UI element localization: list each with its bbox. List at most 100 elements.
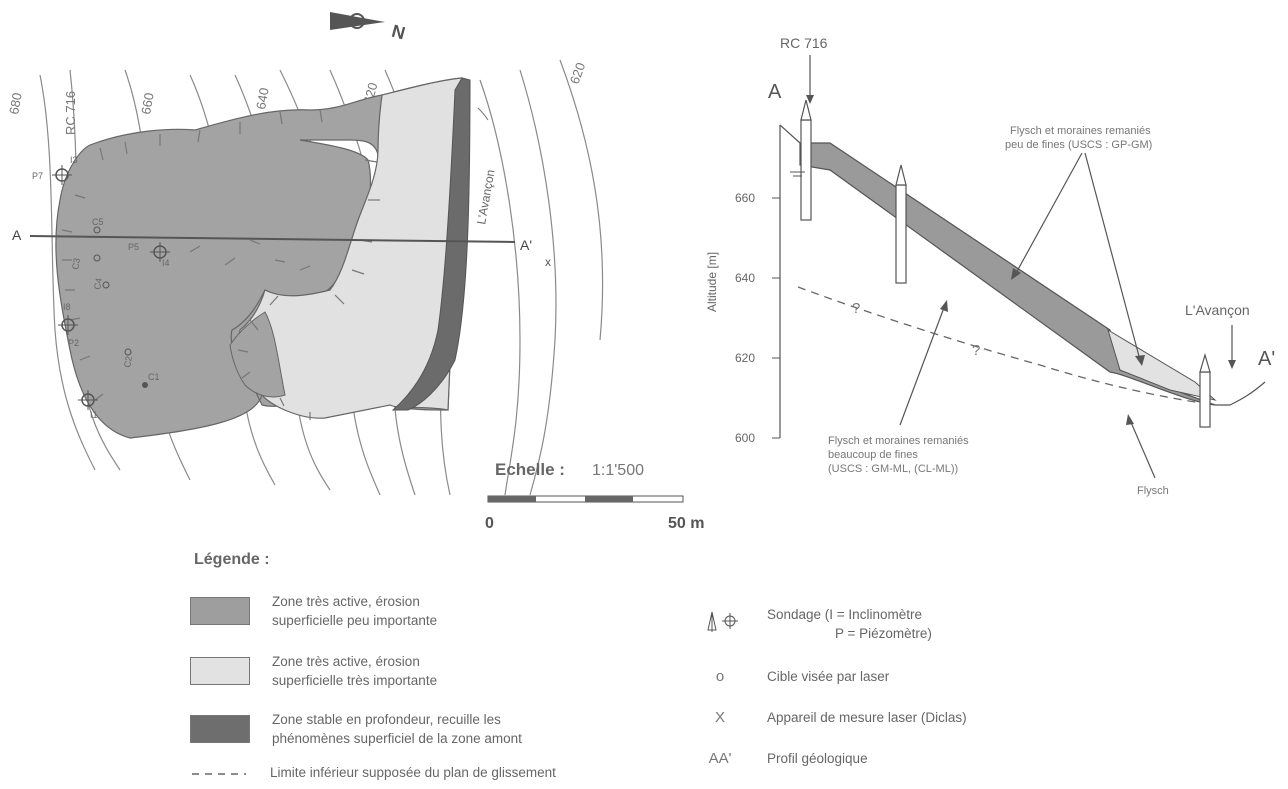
legend-text: Zone très active, érosion [272,654,420,669]
scale-label: Echelle : [495,460,565,479]
legend-text: superficielle peu importante [272,613,438,628]
legend-item-zone-low-erosion: Zone très active, érosion superficielle p… [190,592,437,630]
section-start-label: A [12,227,22,243]
borehole-icons [800,99,1211,428]
laser-target-icon [93,254,101,262]
river-label: L'Avançon [474,168,497,225]
probe-label: P5 [128,242,139,252]
probe-label: P2 [68,338,79,348]
profile-road-label: RC 716 [780,35,828,51]
legend-text: Limite inférieur supposée du plan de gli… [270,765,556,780]
probe-label: C2 [122,355,134,368]
laser-device-icon: x [545,255,551,269]
section-line [29,235,516,243]
laser-target-icon [124,348,132,356]
contour-label-680: 680 [6,92,25,116]
arrow-bottom [899,304,946,426]
profile-river-label: L'Avançon [1185,302,1250,318]
legend-item-laser-target: o Cible visée par laser [695,667,889,686]
legend-text: Zone stable en profondeur, recuille les [272,712,501,727]
legend-text: Sondage (I = Inclinomètre [767,607,922,622]
legend-item-sliding-limit: Limite inférieur supposée du plan de gli… [190,763,556,782]
probe-label: P7 [32,171,43,181]
road-label-rc716: RC 716 [63,91,78,135]
profile-symbol: AA' [708,750,732,767]
label-top-line1: Flysch et moraines remaniés [1010,125,1151,137]
laser-target-icon [93,226,101,234]
laser-target-icon [142,382,148,388]
contour-label-620b: 620 [567,61,589,87]
uncertainty-mark: ? [852,300,860,317]
legend-swatch [190,597,250,625]
scale-min: 0 [485,515,494,532]
contour-label-640: 640 [253,87,272,111]
probe-label: C4 [92,277,104,290]
laser-device-icon: X [714,709,725,726]
profile-end-label: A' [1258,348,1275,370]
probe-label: C1 [148,372,160,382]
borehole-icon [695,610,745,638]
probe-icon [52,165,72,185]
legend-item-zone-stable: Zone stable en profondeur, recuille les p… [190,710,522,748]
north-label: N [390,21,408,44]
legend-text: P = Piézomètre) [835,626,932,641]
arrow-flysch [1129,419,1156,479]
probe-icon [150,242,170,262]
plan-map: N 680 RC 716 660 640 620 620 [0,0,720,540]
legend-text: Appareil de mesure laser (Diclas) [767,710,967,725]
arrow-top-2 [1084,152,1141,361]
legend-text: phénomènes superficiel de la zone amont [272,731,522,746]
probe-icon [58,315,78,335]
legend-text: Cible visée par laser [767,669,890,684]
probe-label: I1 [90,410,98,420]
uncertainty-mark: ? [972,342,980,359]
scale-max: 50 m [668,515,704,532]
probe-label: I3 [70,155,78,165]
y-tick: 660 [735,191,755,205]
label-bottom-line1: Flysch et moraines remaniés [828,435,969,447]
scarp-ticks [61,109,380,420]
legend-title: Légende : [194,551,270,568]
label-top-line2: peu de fines (USCS : GP-GM) [1005,139,1152,151]
river-arrow [477,107,489,121]
contour-label-660: 660 [138,92,157,116]
legend-item-profile: AA' Profil géologique [695,749,868,768]
zone-very-active-high-erosion [238,77,463,419]
probe-markers [52,165,170,410]
legend-text: Profil géologique [767,751,868,766]
legend-item-laser-device: X Appareil de mesure laser (Diclas) [695,708,967,727]
probe-label: I4 [162,258,170,268]
laser-target-icon [102,281,110,289]
legend-swatch [190,715,250,743]
geological-profile-svg: RC 716 A A' 660 640 620 600 Altitude [m]… [705,35,1275,497]
profile-layer-light [1107,328,1217,401]
section-end-label: A' [520,237,532,253]
label-bottom-line3: (USCS : GM-ML, (CL-ML)) [828,463,958,475]
legend-item-zone-high-erosion: Zone très active, érosion superficielle t… [190,652,437,690]
legend: Légende : Zone très active, érosion super… [190,545,1190,785]
geological-profile: RC 716 A A' 660 640 620 600 Altitude [m]… [700,20,1288,520]
sliding-plane-limit [797,286,1216,406]
probe-label: C5 [92,217,104,227]
legend-text: Zone très active, érosion [272,594,420,609]
legend-item-borehole: Sondage (I = Inclinomètre P = Piézomètre) [695,605,932,643]
plan-map-svg: N 680 RC 716 660 640 620 620 [6,12,704,532]
ground-surface [779,124,1266,406]
scale-value: 1:1'500 [592,462,644,479]
y-tick: 620 [735,351,755,365]
legend-text: superficielle très importante [272,673,438,688]
y-axis-label: Altitude [m] [705,252,719,312]
legend-swatch [190,657,250,685]
probe-icon [78,390,98,410]
laser-target-icon: o [715,668,725,685]
dashed-line-icon [190,767,248,779]
zone-stable-deep [391,77,471,411]
zone-active-inner [229,311,286,398]
scale-bar: Echelle : 1:1'500 0 50 m [485,460,704,532]
north-arrow-icon: N [330,12,407,43]
profile-start-label: A [768,81,782,103]
label-flysch: Flysch [1137,485,1169,497]
y-tick: 640 [735,271,755,285]
probe-label: C3 [70,257,82,270]
probe-label: I8 [63,302,71,312]
